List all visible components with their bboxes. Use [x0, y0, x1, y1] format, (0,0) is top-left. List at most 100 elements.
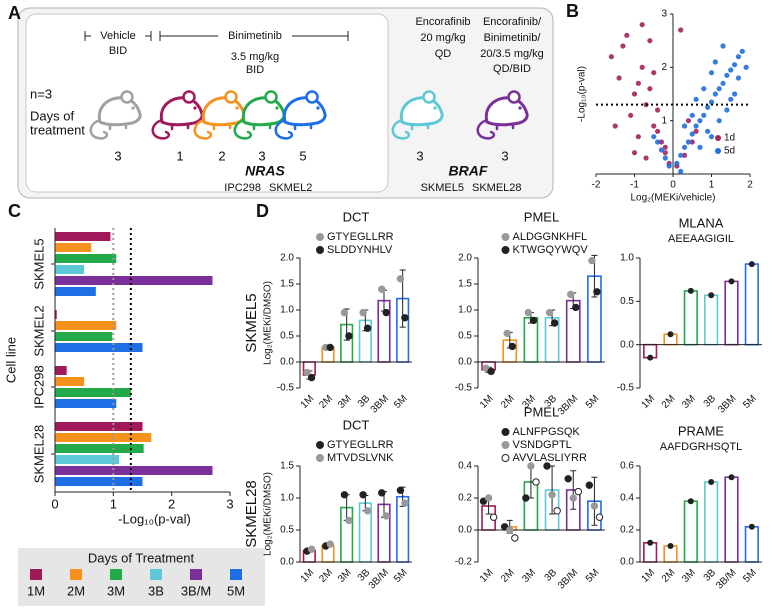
scatter-point [720, 43, 726, 49]
point [500, 523, 509, 531]
scatter-point [712, 59, 718, 65]
x-tick-label: 2M [660, 567, 678, 585]
point [572, 303, 580, 312]
point [545, 308, 554, 317]
scatter-point [624, 32, 630, 38]
scatter-point [724, 72, 730, 78]
bar [55, 276, 213, 285]
y-tick-label: -0.5 [617, 383, 635, 394]
point [647, 354, 654, 361]
point [396, 275, 405, 283]
chart-subtitle: AAFDGRHSQTL [660, 441, 743, 453]
y-tick-label: 2 [661, 62, 667, 73]
point [506, 526, 514, 534]
legend-label: GTYEGLLRR [327, 439, 394, 451]
nras-frame [25, 13, 389, 193]
scatter-point [635, 80, 641, 86]
x-tick-label: 5M [584, 393, 602, 411]
mouse-eye [433, 106, 437, 110]
legend-marker [715, 135, 721, 141]
bar [744, 263, 759, 346]
mouse-eye [193, 106, 197, 110]
scatter-point [655, 107, 661, 113]
legend-label: 3M [107, 583, 125, 598]
scatter-point [735, 75, 742, 81]
mouse-body [97, 96, 142, 127]
legend-swatch [110, 569, 122, 580]
legend-label: 1d [724, 133, 735, 144]
scatter-point [643, 155, 649, 161]
scatter-point [674, 160, 680, 166]
treatment-header: Binimetinib/ [484, 32, 542, 44]
point [595, 513, 604, 521]
bar [55, 466, 213, 475]
scatter-point [678, 168, 684, 174]
legend-marker [316, 233, 324, 241]
legend-label: 1M [27, 583, 45, 598]
y-tick-label: 1.0 [620, 253, 634, 264]
treatment-header: Binimetinib [228, 30, 282, 42]
point [307, 545, 316, 553]
x-tick-label: 1M [478, 567, 496, 585]
point [522, 494, 530, 502]
scatter-point [651, 70, 657, 76]
scatter-point [728, 96, 734, 102]
legend-marker [715, 148, 721, 154]
scatter-point [651, 123, 657, 129]
scatter-point [639, 64, 645, 70]
bar [55, 455, 120, 464]
legend-label: MTVDSLVNK [327, 452, 394, 464]
mouse [476, 90, 529, 140]
mouse-days: 5 [299, 148, 306, 163]
scatter-point [708, 70, 715, 76]
mouse-days: 3 [501, 148, 508, 163]
scatter-point [693, 96, 699, 102]
legend-swatch [30, 569, 42, 580]
treatment-header: 20/3.5 mg/kg [480, 48, 544, 60]
bar [55, 232, 111, 241]
scatter-point [705, 128, 711, 134]
mouse-tail [193, 118, 213, 140]
scatter-point [662, 144, 668, 150]
scatter-point [689, 131, 695, 137]
scatter-point [720, 80, 726, 86]
mouse-tail [233, 118, 253, 140]
y-tick-label: 0.6 [620, 461, 634, 472]
y-tick-label: 0.0 [458, 525, 472, 536]
point [382, 308, 390, 317]
mouse-body [484, 96, 529, 127]
legend-marker [316, 441, 324, 449]
x-tick-label: 2M [317, 567, 335, 585]
point [382, 512, 390, 520]
scatter-point [685, 118, 692, 124]
point [527, 462, 535, 470]
y-tick-label: 1.5 [280, 279, 294, 290]
mouse-feet [212, 122, 232, 131]
scatter-point [662, 150, 668, 156]
legend-title: Days of Treatment [88, 550, 195, 565]
mouse-body [241, 96, 286, 127]
bar [55, 444, 144, 453]
treatment-header: BID [109, 45, 127, 57]
legend-label: SLDDYNHLV [327, 244, 393, 256]
x-tick-label: 1 [709, 180, 715, 191]
point [326, 343, 334, 352]
y-tick-label: 1.5 [458, 279, 472, 290]
category-label: SKMEL2 [31, 305, 46, 356]
treatment-header: 3.5 mg/kg [231, 51, 279, 63]
mouse-feet [410, 122, 430, 131]
point [553, 507, 561, 515]
x-tick-label: 1M [478, 393, 496, 411]
chart-subtitle: AEEAAGIGIL [668, 233, 734, 245]
point [564, 475, 572, 483]
gene-label: NRAS [245, 163, 285, 179]
x-tick-label: 1 [110, 496, 117, 511]
legend-label: 2M [67, 583, 85, 598]
mouse-body [201, 96, 246, 127]
scatter-point [716, 118, 722, 124]
mouse-feet [495, 122, 515, 131]
days-label: Days of [30, 108, 74, 123]
y-tick-label: 3 [661, 9, 667, 20]
mouse-ear [305, 90, 319, 104]
x-tick-label: 5M [741, 567, 759, 585]
